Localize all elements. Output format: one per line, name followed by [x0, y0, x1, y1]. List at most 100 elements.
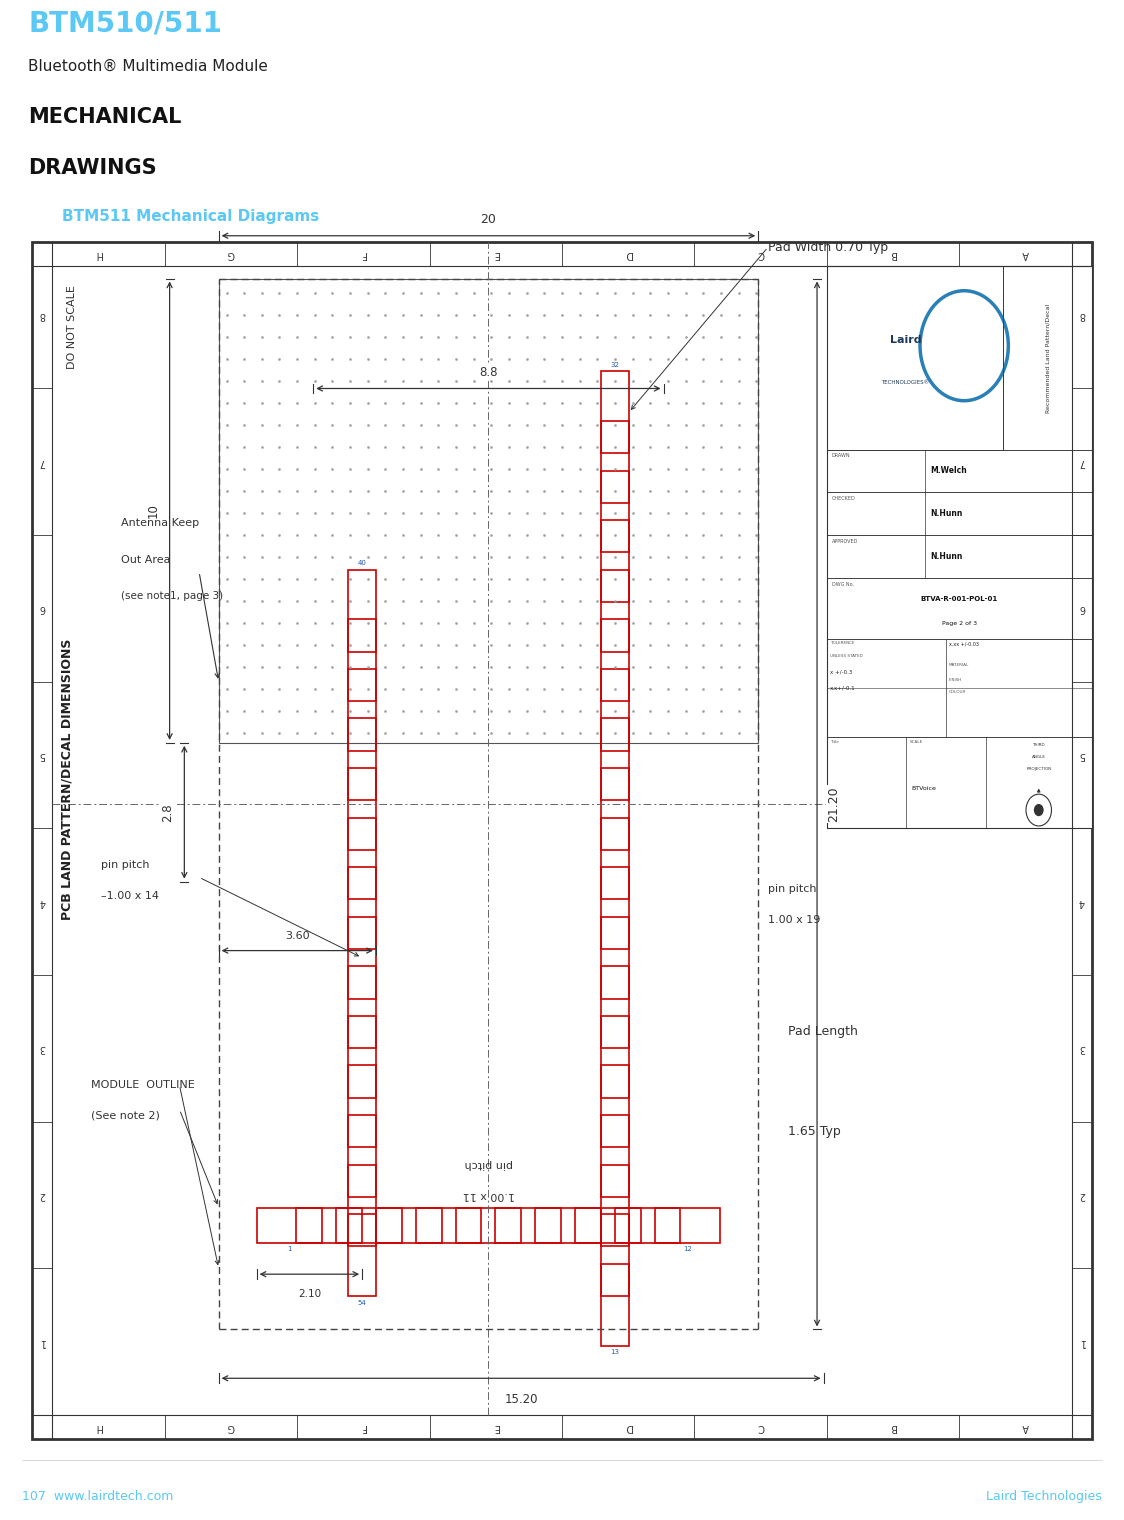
Text: 107  www.lairdtech.com: 107 www.lairdtech.com: [22, 1490, 174, 1503]
Bar: [601, 818, 628, 900]
Text: 4: 4: [1079, 897, 1085, 907]
Text: A: A: [1022, 249, 1028, 258]
Bar: [348, 818, 375, 900]
Text: TOLERENCE: TOLERENCE: [830, 641, 854, 646]
Text: THIRD: THIRD: [1033, 743, 1045, 746]
Text: 15.20: 15.20: [505, 1392, 538, 1406]
Bar: [348, 1164, 375, 1246]
Bar: [348, 719, 375, 800]
Text: 3.60: 3.60: [285, 930, 309, 941]
Text: 54: 54: [357, 1300, 366, 1306]
Text: x.xx +/-0.03: x.xx +/-0.03: [949, 641, 979, 646]
Bar: [601, 669, 628, 751]
Text: BTVoice: BTVoice: [912, 786, 936, 792]
Bar: [348, 570, 375, 652]
Text: pin pitch: pin pitch: [768, 885, 816, 894]
Bar: [601, 520, 628, 602]
Text: 32: 32: [610, 362, 619, 368]
Text: 2: 2: [1079, 1190, 1085, 1199]
Text: 8.8: 8.8: [479, 366, 498, 378]
Text: C: C: [758, 1423, 764, 1432]
Text: 1.00 x 19: 1.00 x 19: [768, 915, 821, 926]
Bar: [348, 967, 375, 1049]
Text: 7: 7: [1079, 458, 1085, 467]
Bar: [827, 535, 1091, 578]
Text: N.Hunn: N.Hunn: [930, 509, 962, 518]
Circle shape: [1034, 804, 1044, 816]
Text: 5: 5: [39, 749, 45, 760]
Text: M.Welch: M.Welch: [930, 467, 967, 476]
Text: D: D: [625, 1423, 632, 1432]
Bar: [601, 768, 628, 850]
Text: DWG No.: DWG No.: [832, 582, 854, 587]
Text: 2: 2: [39, 1190, 45, 1199]
Bar: [827, 492, 1091, 535]
Text: 1: 1: [288, 1246, 292, 1252]
Bar: [348, 619, 375, 701]
Bar: [827, 578, 1091, 638]
Bar: [297, 1208, 362, 1243]
Bar: [1004, 266, 1091, 450]
Text: 1: 1: [39, 1336, 45, 1347]
Bar: [496, 1208, 561, 1243]
Bar: [455, 1208, 522, 1243]
Text: Pad Width 0.70 Typ: Pad Width 0.70 Typ: [768, 240, 888, 254]
Bar: [827, 737, 1091, 828]
Text: DO NOT SCALE: DO NOT SCALE: [66, 286, 76, 369]
Text: ANGLE: ANGLE: [1032, 755, 1045, 758]
Text: 21.20: 21.20: [827, 786, 840, 822]
Text: (see note1, page 3): (see note1, page 3): [120, 591, 223, 602]
Text: Title: Title: [830, 740, 839, 745]
Bar: [601, 1263, 628, 1345]
Bar: [348, 1015, 375, 1097]
Text: –1.00 x 14: –1.00 x 14: [101, 891, 158, 901]
Text: G: G: [227, 1423, 235, 1432]
Text: UNLESS STATED: UNLESS STATED: [830, 654, 863, 658]
Text: MODULE  OUTLINE: MODULE OUTLINE: [91, 1081, 194, 1090]
Bar: [601, 917, 628, 999]
Bar: [348, 1066, 375, 1148]
Bar: [601, 1214, 628, 1297]
Bar: [416, 1208, 481, 1243]
Text: DRAWN: DRAWN: [832, 453, 851, 458]
Text: D: D: [625, 249, 632, 258]
Text: F: F: [361, 249, 366, 258]
Bar: [615, 1208, 680, 1243]
Text: G: G: [227, 249, 235, 258]
Bar: [219, 278, 759, 743]
Text: Bluetooth® Multimedia Module: Bluetooth® Multimedia Module: [28, 59, 268, 74]
Text: 1: 1: [1079, 1336, 1085, 1347]
Text: 3: 3: [1079, 1043, 1085, 1053]
Bar: [348, 917, 375, 999]
Text: (See note 2): (See note 2): [91, 1111, 160, 1120]
Text: 2.10: 2.10: [298, 1289, 321, 1300]
Text: 5: 5: [1079, 749, 1085, 760]
Bar: [601, 371, 628, 453]
Text: H: H: [94, 1423, 102, 1432]
Bar: [535, 1208, 601, 1243]
Bar: [601, 719, 628, 800]
Text: x +/-0.3: x +/-0.3: [830, 669, 852, 675]
Text: BTM511 Mechanical Diagrams: BTM511 Mechanical Diagrams: [62, 208, 319, 223]
Text: 2.8: 2.8: [162, 803, 174, 822]
Bar: [827, 266, 1004, 450]
Bar: [654, 1208, 720, 1243]
Text: PROJECTION: PROJECTION: [1026, 768, 1051, 771]
Text: x.x+/-0.1: x.x+/-0.1: [830, 686, 855, 690]
Text: B: B: [890, 1423, 897, 1432]
Text: Page 2 of 3: Page 2 of 3: [942, 622, 977, 626]
Bar: [601, 1015, 628, 1097]
Text: 3: 3: [39, 1043, 45, 1053]
Text: 8: 8: [1079, 310, 1085, 321]
Text: 12: 12: [683, 1246, 692, 1252]
Text: Recommended Land Pattern/Decal: Recommended Land Pattern/Decal: [1045, 304, 1050, 412]
Text: 6: 6: [1079, 603, 1085, 614]
Text: 6: 6: [39, 603, 45, 614]
Text: F: F: [361, 1423, 366, 1432]
Bar: [827, 266, 1091, 828]
Bar: [601, 868, 628, 948]
Text: Laird Technologies: Laird Technologies: [986, 1490, 1102, 1503]
Text: pin pitch: pin pitch: [101, 860, 149, 869]
Text: 8: 8: [39, 310, 45, 321]
Text: C: C: [758, 249, 764, 258]
